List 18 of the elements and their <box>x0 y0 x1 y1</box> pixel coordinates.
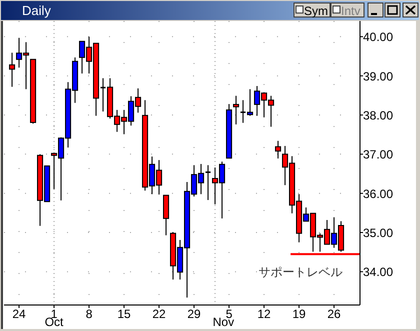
x-tick-label: 8 <box>86 307 93 321</box>
chart-title: Daily <box>22 3 52 18</box>
y-tick-label: 39.00 <box>363 69 394 84</box>
y-tick-label: 36.00 <box>363 186 394 201</box>
ref-line-label: サポートレベル <box>258 265 342 280</box>
x-tick-label: 19 <box>292 307 306 321</box>
x-tick-label: 26 <box>327 307 342 321</box>
y-tick-label: 35.00 <box>363 226 394 240</box>
x-tick-label: 15 <box>117 307 132 321</box>
y-tick-label: 40.00 <box>363 30 394 44</box>
x-tick-label: 24 <box>12 307 26 321</box>
x-tick-label: 5 <box>226 307 233 321</box>
y-tick-label: 38.00 <box>363 108 394 123</box>
y-tick-label: 34.00 <box>363 265 394 280</box>
y-tick-label: 37.00 <box>363 148 394 162</box>
x-tick-label: 12 <box>257 307 272 321</box>
x-tick-label: 29 <box>187 307 202 321</box>
x-tick-label: 22 <box>152 307 166 321</box>
